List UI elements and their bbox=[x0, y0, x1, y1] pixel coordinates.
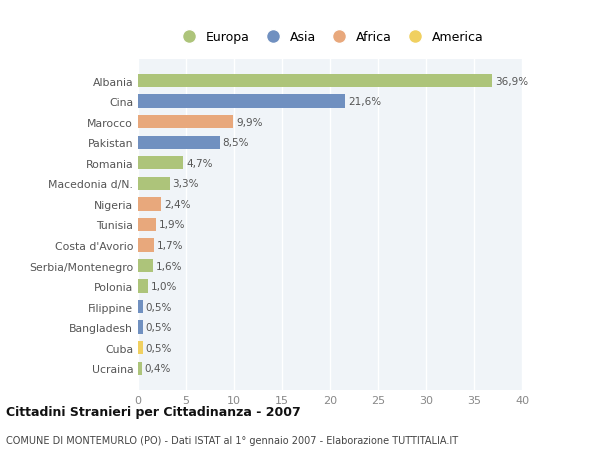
Text: 9,9%: 9,9% bbox=[236, 118, 262, 127]
Bar bbox=[138, 136, 220, 150]
Text: 8,5%: 8,5% bbox=[223, 138, 249, 148]
Bar bbox=[138, 300, 143, 313]
Text: 1,9%: 1,9% bbox=[159, 220, 185, 230]
Bar bbox=[138, 218, 156, 232]
Bar bbox=[138, 239, 154, 252]
Bar bbox=[138, 116, 233, 129]
Bar bbox=[138, 198, 161, 211]
Text: 2,4%: 2,4% bbox=[164, 199, 190, 209]
Text: 4,7%: 4,7% bbox=[186, 158, 212, 168]
Text: 21,6%: 21,6% bbox=[348, 97, 382, 107]
Text: 1,7%: 1,7% bbox=[157, 241, 184, 251]
Bar bbox=[138, 259, 154, 273]
Text: 0,5%: 0,5% bbox=[146, 343, 172, 353]
Text: 3,3%: 3,3% bbox=[173, 179, 199, 189]
Bar bbox=[138, 321, 143, 334]
Bar bbox=[138, 95, 346, 108]
Text: COMUNE DI MONTEMURLO (PO) - Dati ISTAT al 1° gennaio 2007 - Elaborazione TUTTITA: COMUNE DI MONTEMURLO (PO) - Dati ISTAT a… bbox=[6, 435, 458, 445]
Text: 0,5%: 0,5% bbox=[146, 323, 172, 332]
Bar bbox=[138, 157, 183, 170]
Text: 1,0%: 1,0% bbox=[151, 281, 177, 291]
Text: 0,4%: 0,4% bbox=[145, 364, 171, 374]
Bar bbox=[138, 362, 142, 375]
Bar bbox=[138, 280, 148, 293]
Bar bbox=[138, 177, 170, 190]
Text: 0,5%: 0,5% bbox=[146, 302, 172, 312]
Legend: Europa, Asia, Africa, America: Europa, Asia, Africa, America bbox=[171, 26, 489, 49]
Bar bbox=[138, 341, 143, 355]
Text: 36,9%: 36,9% bbox=[495, 76, 528, 86]
Text: Cittadini Stranieri per Cittadinanza - 2007: Cittadini Stranieri per Cittadinanza - 2… bbox=[6, 405, 301, 418]
Bar bbox=[138, 75, 492, 88]
Text: 1,6%: 1,6% bbox=[156, 261, 183, 271]
